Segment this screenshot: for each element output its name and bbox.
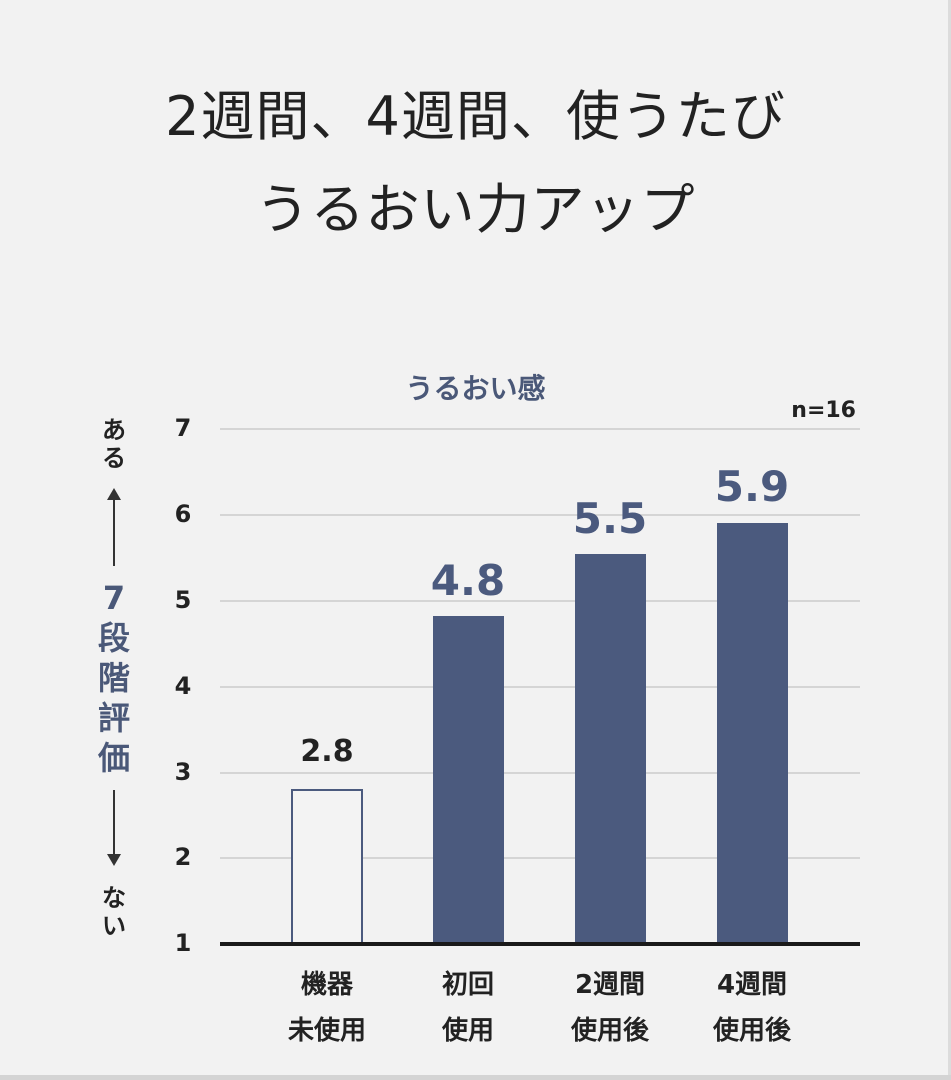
y-tick-7: 7 xyxy=(174,414,192,442)
page-title-line2: うるおい力アップ xyxy=(255,178,696,241)
y-tick-2: 2 xyxy=(174,843,192,871)
y-tick-4: 4 xyxy=(174,672,192,700)
bar-2-weeks xyxy=(575,554,646,943)
x-label-first-use: 初回 使用 xyxy=(441,970,494,1046)
y-axis-label-char: 段 xyxy=(97,619,130,657)
arrow-up-line xyxy=(113,498,115,566)
y-axis-label-char: 評 xyxy=(97,699,130,737)
arrow-down-icon xyxy=(107,854,121,866)
frame-border-right xyxy=(948,0,951,1080)
y-axis-label-number: 7 xyxy=(102,579,126,617)
y-axis-top-label: ある xyxy=(102,416,126,472)
value-label: 2.8 xyxy=(300,734,354,769)
chart-title: うるおい感 xyxy=(405,372,546,405)
gridline-2 xyxy=(220,857,860,859)
gridline-6 xyxy=(220,514,860,516)
y-axis-bottom-label: ない xyxy=(102,884,126,940)
y-axis-label-char: 価 xyxy=(97,739,130,777)
bar-4-weeks xyxy=(717,523,788,943)
sample-size-label: n=16 xyxy=(791,398,856,423)
gridline-7 xyxy=(220,428,860,430)
x-label-device-unused: 機器 未使用 xyxy=(287,970,366,1046)
y-axis-label-char: 階 xyxy=(97,659,130,697)
bar-first-use xyxy=(433,616,504,943)
y-tick-3: 3 xyxy=(174,758,192,786)
page-title-line1: 2週間、4週間、使うたび xyxy=(165,85,786,148)
x-label-2-weeks: 2週間 使用後 xyxy=(570,970,649,1046)
frame-border-bottom xyxy=(0,1075,951,1080)
value-label: 5.9 xyxy=(714,462,790,511)
y-tick-6: 6 xyxy=(174,500,192,528)
arrow-down-line xyxy=(113,790,115,856)
gridline-3 xyxy=(220,772,860,774)
value-label: 5.5 xyxy=(572,494,648,543)
x-axis-baseline xyxy=(220,942,860,946)
gridline-4 xyxy=(220,686,860,688)
gridline-5 xyxy=(220,600,860,602)
y-tick-1: 1 xyxy=(174,929,192,957)
bar-device-unused xyxy=(291,789,363,943)
x-label-4-weeks: 4週間 使用後 xyxy=(712,970,791,1046)
arrow-up-icon xyxy=(107,488,121,500)
y-tick-5: 5 xyxy=(174,586,192,614)
value-label: 4.8 xyxy=(430,556,506,605)
